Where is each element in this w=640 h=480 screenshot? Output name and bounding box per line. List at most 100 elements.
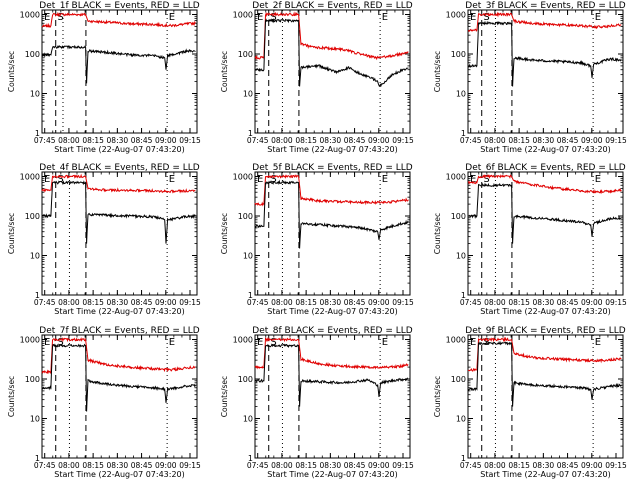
- y-tick-label: 1000: [233, 11, 253, 20]
- y-tick-label: 10: [30, 90, 40, 99]
- x-tick-label: 07:45: [460, 136, 482, 145]
- y-tick-label: 1000: [20, 173, 40, 182]
- lld-series-line: [468, 11, 622, 33]
- x-axis-label: Start Time (22-Aug-07 07:43:20): [267, 145, 398, 154]
- x-tick-label: 09:15: [179, 298, 201, 307]
- x-tick-label: 09:15: [392, 298, 414, 307]
- y-tick-label: 100: [25, 50, 40, 59]
- panel-title: Det_3f BLACK = Events, RED = LLD: [465, 1, 625, 11]
- x-tick-label: 09:15: [605, 298, 627, 307]
- x-axis-label: Start Time (22-Aug-07 07:43:20): [480, 470, 611, 479]
- panel-3: Det_3f BLACK = Events, RED = LLD 1 10 100 10…: [433, 1, 627, 154]
- y-tick-label: 1: [35, 129, 40, 138]
- x-tick-label: 08:45: [131, 461, 153, 470]
- y-tick-label: 10: [243, 252, 253, 261]
- y-tick-label: 1000: [233, 173, 253, 182]
- marker-label: S: [57, 174, 63, 185]
- x-tick-label: 08:30: [533, 298, 555, 307]
- y-tick-label: 10: [243, 415, 253, 424]
- marker-label: E: [169, 12, 175, 23]
- y-tick-label: 1: [248, 129, 253, 138]
- x-axis-label: Start Time (22-Aug-07 07:43:20): [267, 307, 398, 316]
- panel-title: Det_4f BLACK = Events, RED = LLD: [39, 163, 199, 173]
- panel-6: Det_6f BLACK = Events, RED = LLD 1 10 100 10…: [433, 163, 627, 316]
- x-tick-label: 08:30: [533, 136, 555, 145]
- x-tick-label: 08:45: [131, 298, 153, 307]
- marker-label: E: [382, 337, 388, 348]
- plot-frame: [41, 171, 198, 296]
- x-tick-label: 08:15: [82, 461, 104, 470]
- lld-series-line: [467, 336, 622, 372]
- y-axis-label: Counts/sec: [7, 213, 16, 254]
- x-tick-label: 08:00: [271, 298, 293, 307]
- x-tick-label: 08:00: [484, 298, 506, 307]
- x-axis-label: Start Time (22-Aug-07 07:43:20): [54, 470, 185, 479]
- x-tick-label: 08:30: [320, 136, 342, 145]
- plot-frame: [467, 171, 624, 296]
- x-tick-label: 08:30: [533, 461, 555, 470]
- x-tick-label: 08:00: [484, 136, 506, 145]
- x-tick-label: 08:15: [82, 298, 104, 307]
- lld-series-line: [468, 173, 622, 195]
- x-tick-label: 09:00: [581, 461, 603, 470]
- events-series-line: [254, 343, 409, 407]
- y-tick-label: 1000: [446, 11, 466, 20]
- x-tick-label: 07:45: [34, 298, 56, 307]
- x-tick-label: 08:00: [271, 461, 293, 470]
- y-axis-label: Counts/sec: [7, 376, 16, 417]
- y-tick-label: 10: [456, 90, 466, 99]
- x-tick-label: 08:45: [557, 461, 579, 470]
- panel-title: Det_6f BLACK = Events, RED = LLD: [465, 163, 625, 173]
- y-axis-label: Counts/sec: [220, 213, 229, 254]
- marker-label: E: [595, 337, 601, 348]
- panel-title: Det_5f BLACK = Events, RED = LLD: [252, 163, 412, 173]
- marker-label: E: [44, 174, 50, 185]
- marker-label: S: [57, 12, 63, 23]
- x-tick-label: 08:15: [508, 461, 530, 470]
- x-tick-label: 08:15: [295, 298, 317, 307]
- y-tick-label: 1: [461, 129, 466, 138]
- x-tick-label: 07:45: [247, 461, 269, 470]
- events-series-line: [467, 340, 622, 407]
- plot-frame: [467, 9, 624, 134]
- panel-title: Det_7f BLACK = Events, RED = LLD: [39, 326, 199, 336]
- panel-1: Det_1f BLACK = Events, RED = LLD 1 10 100 10…: [7, 1, 201, 154]
- marker-label: E: [169, 337, 175, 348]
- x-tick-label: 08:30: [107, 298, 129, 307]
- lld-series-line: [254, 174, 409, 207]
- y-axis-label: Counts/sec: [220, 376, 229, 417]
- y-tick-label: 100: [25, 375, 40, 384]
- panel-2: Det_2f BLACK = Events, RED = LLD 1 10 100 10…: [220, 1, 414, 154]
- marker-label: S: [270, 174, 276, 185]
- x-tick-label: 08:30: [107, 136, 129, 145]
- panel-title: Det_8f BLACK = Events, RED = LLD: [252, 326, 412, 336]
- y-tick-label: 10: [30, 252, 40, 261]
- marker-label: S: [483, 12, 489, 23]
- x-tick-label: 09:15: [179, 461, 201, 470]
- panel-title: Det_2f BLACK = Events, RED = LLD: [252, 1, 412, 11]
- x-tick-label: 07:45: [247, 298, 269, 307]
- x-tick-label: 09:15: [392, 461, 414, 470]
- x-axis-label: Start Time (22-Aug-07 07:43:20): [54, 307, 185, 316]
- y-tick-label: 100: [25, 212, 40, 221]
- x-tick-label: 09:15: [605, 136, 627, 145]
- marker-label: S: [270, 12, 276, 23]
- x-tick-label: 08:00: [58, 136, 80, 145]
- x-tick-label: 08:30: [320, 461, 342, 470]
- x-tick-label: 09:00: [581, 136, 603, 145]
- x-tick-label: 08:15: [508, 136, 530, 145]
- events-series-line: [467, 20, 622, 87]
- x-tick-label: 07:45: [460, 461, 482, 470]
- x-tick-label: 08:15: [82, 136, 104, 145]
- y-tick-label: 1: [461, 291, 466, 300]
- events-series-line: [254, 17, 409, 87]
- y-tick-label: 1000: [20, 11, 40, 20]
- marker-label: E: [169, 174, 175, 185]
- x-tick-label: 09:15: [605, 461, 627, 470]
- x-tick-label: 07:45: [460, 298, 482, 307]
- events-series-line: [41, 180, 196, 244]
- plot-frame: [41, 9, 198, 134]
- panel-4: Det_4f BLACK = Events, RED = LLD 1 10 100 10…: [7, 163, 201, 316]
- y-axis-label: Counts/sec: [220, 51, 229, 92]
